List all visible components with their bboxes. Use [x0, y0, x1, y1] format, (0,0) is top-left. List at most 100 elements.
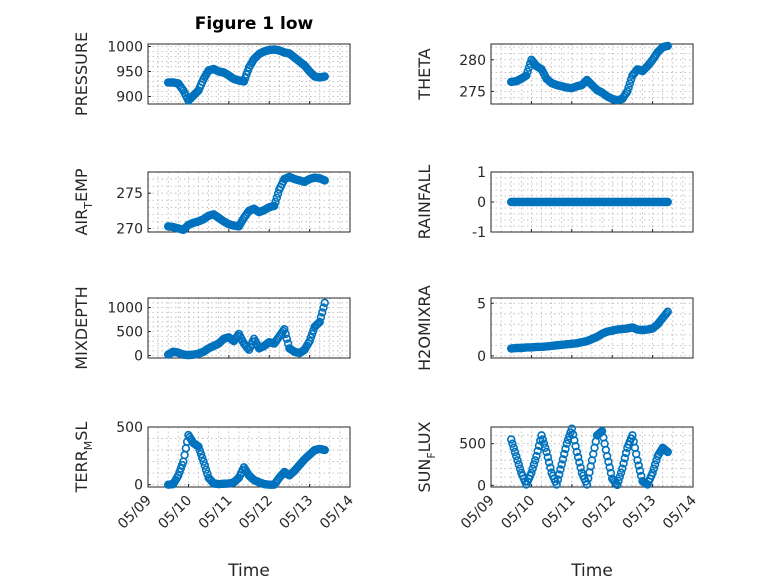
terr-msl-data-point — [320, 445, 329, 455]
terr-msl-data-point — [198, 453, 207, 463]
h2omixra-markers — [507, 307, 672, 353]
h2omixra-data-point — [662, 309, 671, 318]
sun-flux-data-point — [507, 435, 516, 444]
sun-flux-ytick-label: 500 — [459, 437, 486, 453]
sun-flux-data-point — [604, 457, 613, 466]
mixdepth-markers — [164, 298, 329, 360]
sun-flux-data-point — [605, 463, 614, 472]
sun-flux-data-point — [539, 439, 549, 448]
sun-flux-data-point — [509, 443, 518, 453]
rainfall-panel: -1 0 1 RAINFALL — [415, 165, 694, 241]
terr-msl-ytick-label: 0 — [134, 478, 143, 494]
rainfall-data-point — [663, 197, 672, 207]
rainfall-ytick-label: 1 — [477, 165, 486, 181]
pressure-ytick-label: 950 — [116, 65, 143, 81]
sun-flux-data-point — [602, 451, 612, 461]
sun-flux-data-point — [572, 447, 582, 457]
sun-flux-data-point — [514, 460, 523, 469]
theta-ytick-label: 280 — [459, 53, 486, 69]
mixdepth-panel: 0 500 1000 MIXDEPTH — [72, 286, 351, 370]
sun-flux-data-point — [541, 443, 550, 453]
sun-flux-xlabel: Time — [570, 561, 613, 581]
terr-msl-data-point — [200, 461, 210, 470]
rainfall-grid — [491, 172, 693, 232]
rainfall-ytick-label: 0 — [477, 195, 486, 211]
pressure-ytick-label: 1000 — [107, 40, 143, 56]
air-temp-data-point — [320, 176, 329, 185]
sun-flux-data-point — [562, 439, 571, 448]
terr-msl-xlabel: Time — [227, 561, 270, 581]
mixdepth-data-point — [316, 313, 326, 322]
sun-flux-data-point — [648, 468, 657, 478]
mixdepth-data-point — [315, 317, 324, 327]
sun-flux-data-point — [615, 472, 624, 481]
mixdepth-axes-box — [147, 297, 351, 359]
terr-msl-data-point — [201, 465, 211, 474]
terr-msl-data-point — [194, 442, 203, 451]
mixdepth-data-point — [281, 329, 290, 339]
theta-axes-box — [490, 43, 694, 105]
air-temp-data-point — [271, 197, 280, 207]
theta-data-point — [522, 71, 531, 80]
air-temp-data-point — [272, 193, 281, 202]
sun-flux-data-point — [512, 451, 521, 461]
mixdepth-ylabel: MIXDEPTH — [72, 286, 91, 369]
mixdepth-ytick-label: 1000 — [107, 301, 143, 317]
terr-msl-data-point — [196, 449, 206, 459]
mixdepth-data-point — [282, 334, 292, 343]
mixdepth-ytick-label: 500 — [116, 325, 143, 341]
mixdepth-data-point — [318, 308, 327, 317]
pressure-data-point — [320, 72, 329, 81]
mixdepth-data-point — [280, 325, 289, 334]
sun-flux-data-point — [515, 464, 525, 473]
pressure-axes-box — [147, 43, 351, 105]
theta-data-point — [625, 79, 635, 88]
sun-flux-data-point — [558, 455, 568, 464]
air-temp-ylabel: AIRTEMP — [72, 168, 95, 235]
h2omixra-panel: 0 5 H2OMIXRA — [415, 285, 694, 371]
sun-flux-data-point — [606, 468, 616, 478]
theta-data-point — [624, 83, 633, 92]
sun-flux-data-point — [650, 460, 660, 469]
sun-flux-markers — [507, 424, 672, 490]
terr-msl-ytick-label: 500 — [116, 420, 143, 436]
h2omixra-data-point — [663, 307, 672, 316]
sun-flux-data-point — [649, 464, 659, 473]
sun-flux-data-point — [552, 480, 561, 489]
sun-flux-data-point — [510, 447, 520, 457]
sun-flux-data-point — [546, 463, 555, 472]
sun-flux-data-point — [613, 480, 622, 490]
theta-ylabel: THETA — [415, 48, 434, 100]
sun-flux-data-point — [573, 453, 583, 462]
sun-flux-data-point — [543, 453, 553, 462]
sun-flux-data-point — [533, 446, 542, 456]
mixdepth-data-point — [319, 303, 328, 312]
terr-msl-ylabel: TERRMSL — [72, 422, 95, 494]
sun-flux-ylabel: SUNFLUX — [415, 421, 438, 492]
h2omixra-ytick-label: 0 — [477, 349, 486, 365]
sun-flux-data-point — [542, 447, 551, 457]
sun-flux-data-point — [554, 470, 564, 479]
sun-flux-data-point — [557, 460, 566, 469]
sun-flux-data-point — [560, 449, 569, 459]
sun-flux-data-point — [576, 463, 585, 472]
sun-flux-data-point — [561, 444, 570, 454]
theta-ytick-label: 275 — [459, 84, 486, 100]
theta-grid — [491, 44, 693, 104]
sun-flux-data-point — [616, 468, 626, 477]
pressure-data-point — [193, 87, 202, 96]
pressure-grid — [148, 44, 350, 104]
sun-flux-data-point — [634, 461, 643, 470]
theta-data-point — [524, 63, 534, 72]
sun-flux-data-point — [538, 435, 547, 444]
terr-msl-markers — [164, 430, 329, 489]
mixdepth-data-point — [320, 298, 329, 307]
air-temp-data-point — [270, 201, 279, 211]
sun-flux-data-point — [537, 431, 546, 440]
mixdepth-ytick-label: 0 — [134, 349, 143, 365]
sun-flux-data-point — [513, 456, 522, 465]
sun-flux-ytick-label: 0 — [477, 478, 486, 494]
theta-data-point — [623, 87, 632, 96]
sun-flux-data-point — [529, 460, 539, 469]
pressure-panel: 900 950 1000 PRESSURE — [72, 32, 351, 116]
